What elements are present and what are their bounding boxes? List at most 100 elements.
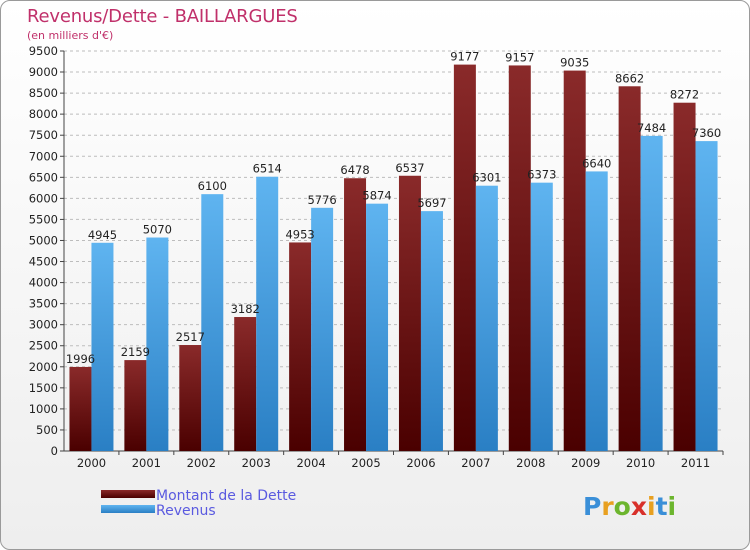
y-tick-label: 2000 [29,360,58,374]
bar-debt-2011 [673,102,696,451]
proxiti-logo: Proxiti [583,492,676,521]
y-tick-label: 1000 [29,402,58,416]
data-label-debt-2011: 8272 [670,88,699,102]
data-label-debt-2006: 6537 [395,161,424,175]
data-label-debt-2005: 6478 [340,163,369,177]
y-tick-label: 7500 [29,128,58,142]
logo-letter: i [668,492,677,521]
bar-revenus-2009 [585,171,608,451]
bar-debt-2009 [563,70,586,451]
y-tick-label: 500 [36,423,58,437]
data-label-debt-2003: 3182 [231,302,260,316]
grid-lines [64,50,723,452]
data-label-debt-2002: 2517 [176,330,205,344]
data-label-revenus-2004: 5776 [307,193,336,207]
axes: 0 500 1000 1500 2000 2500 3000 3500 4000 4500 5000… [29,44,724,470]
bar-revenus-2002 [201,194,224,451]
bar-debt-2007 [453,64,476,451]
bar-revenus-2003 [256,176,279,451]
bar-revenus-2006 [420,211,443,451]
bar-debt-2001 [124,360,147,451]
bar-debt-2003 [234,317,257,451]
bar-revenus-2011 [695,141,718,451]
logo-letter: x [631,492,647,521]
y-tick-label: 4000 [29,276,58,290]
legend-swatch-revenus [101,505,155,513]
y-tick-label: 5000 [29,233,58,247]
logo-letter: o [614,492,631,521]
legend: Montant de la Dette Revenus [101,488,296,519]
logo-letter: r [601,492,614,521]
data-label-revenus-2005: 5874 [362,189,391,203]
y-tick-label: 2500 [29,339,58,353]
bar-revenus-2004 [311,207,334,451]
data-label-revenus-2006: 5697 [417,196,446,210]
bar-debt-2002 [179,345,202,451]
x-tick-label: 2000 [77,456,106,470]
legend-label-debt: Montant de la Dette [156,488,296,504]
y-tick-label: 6500 [29,170,58,184]
x-tick-label: 2004 [296,456,325,470]
bar-revenus-2001 [146,237,169,451]
data-label-debt-2000: 1996 [66,352,95,366]
x-tick-label: 2003 [242,456,271,470]
chart-title: Revenus/Dette - BAILLARGUES [27,6,298,27]
data-label-debt-2008: 9157 [505,50,534,64]
data-label-revenus-2010: 7484 [637,121,666,135]
logo-letter: i [647,492,656,521]
data-label-revenus-2001: 5070 [143,223,172,237]
x-tick-label: 2005 [351,456,380,470]
x-tick-label: 2009 [571,456,600,470]
data-label-revenus-2008: 6373 [527,168,556,182]
data-label-debt-2001: 2159 [121,345,150,359]
data-label-revenus-2007: 6301 [472,171,501,185]
data-label-debt-2010: 8662 [615,71,644,85]
bar-revenus-2008 [530,182,553,452]
y-tick-label: 0 [51,444,58,458]
y-tick-label: 9000 [29,65,58,79]
y-tick-label: 9500 [29,44,58,58]
x-tick-label: 2011 [681,456,710,470]
y-tick-label: 6000 [29,191,58,205]
y-tick-label: 8000 [29,107,58,121]
data-label-debt-2009: 9035 [560,56,589,70]
y-tick-label: 3500 [29,297,58,311]
bar-debt-2004 [289,242,312,451]
logo-letter: t [656,492,668,521]
x-tick-label: 2010 [626,456,655,470]
data-label-revenus-2000: 4945 [88,228,117,242]
x-tick-label: 2007 [461,456,490,470]
data-labels: 1996 4945 2159 5070 2517 6100 3182 6514 4953 5776… [66,50,721,366]
bar-debt-2010 [618,86,641,451]
bar-revenus-2007 [475,185,498,451]
data-label-debt-2007: 9177 [450,50,479,64]
y-tick-label: 3000 [29,318,58,332]
y-tick-label: 1500 [29,381,58,395]
legend-swatch-debt [101,490,155,498]
x-tick-label: 2002 [187,456,216,470]
bar-debt-2005 [344,178,367,451]
data-label-revenus-2011: 7360 [692,126,721,140]
x-tick-label: 2006 [406,456,435,470]
legend-label-revenus: Revenus [156,503,216,519]
y-tick-label: 8500 [29,86,58,100]
y-tick-label: 4500 [29,255,58,269]
logo-letter: P [583,492,601,521]
bar-revenus-2005 [366,203,389,451]
data-label-debt-2004: 4953 [285,227,314,241]
bar-debt-2008 [508,65,531,451]
bar-revenus-2010 [640,135,663,451]
x-tick-label: 2001 [132,456,161,470]
y-tick-label: 5500 [29,212,58,226]
data-label-revenus-2009: 6640 [582,156,611,170]
chart-subtitle: (en milliers d'€) [27,29,114,42]
y-tick-label: 7000 [29,149,58,163]
bars [69,64,718,452]
x-tick-label: 2008 [516,456,545,470]
bar-debt-2006 [398,175,421,452]
bar-revenus-2000 [91,242,114,451]
bar-debt-2000 [69,366,92,451]
data-label-revenus-2003: 6514 [253,162,282,176]
